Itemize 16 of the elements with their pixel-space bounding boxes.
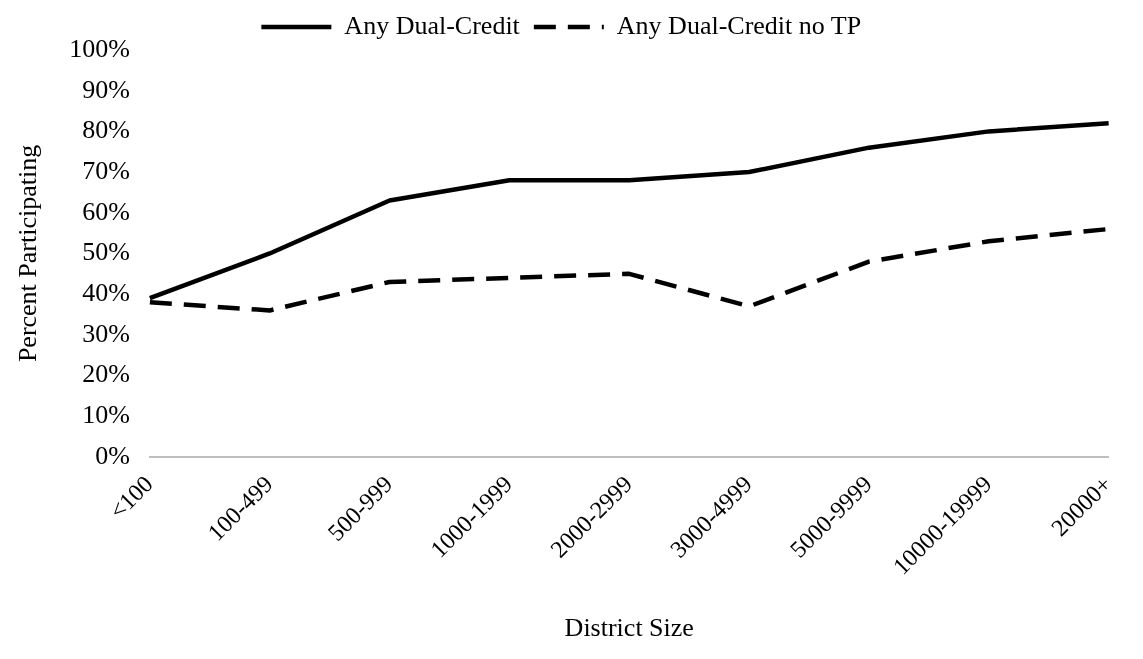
y-tick-label: 50% (82, 237, 130, 267)
legend-label: Any Dual-Credit no TP (616, 10, 862, 40)
x-tick-label: <100 (104, 470, 158, 525)
y-tick-label: 90% (82, 74, 130, 104)
y-tick-label: 100% (69, 33, 130, 63)
y-tick-label: 10% (82, 400, 130, 430)
y-tick-label: 70% (82, 155, 130, 185)
y-tick-label: 20% (82, 359, 130, 389)
y-tick-label: 40% (82, 277, 130, 307)
legend-label: Any Dual-Credit (344, 10, 521, 40)
y-tick-label: 0% (95, 440, 130, 470)
x-axis-title: District Size (564, 613, 694, 643)
y-tick-label: 60% (82, 196, 130, 226)
y-tick-label: 80% (82, 115, 130, 145)
y-tick-label: 30% (82, 318, 130, 348)
y-axis-title: Percent Participating (13, 144, 43, 363)
